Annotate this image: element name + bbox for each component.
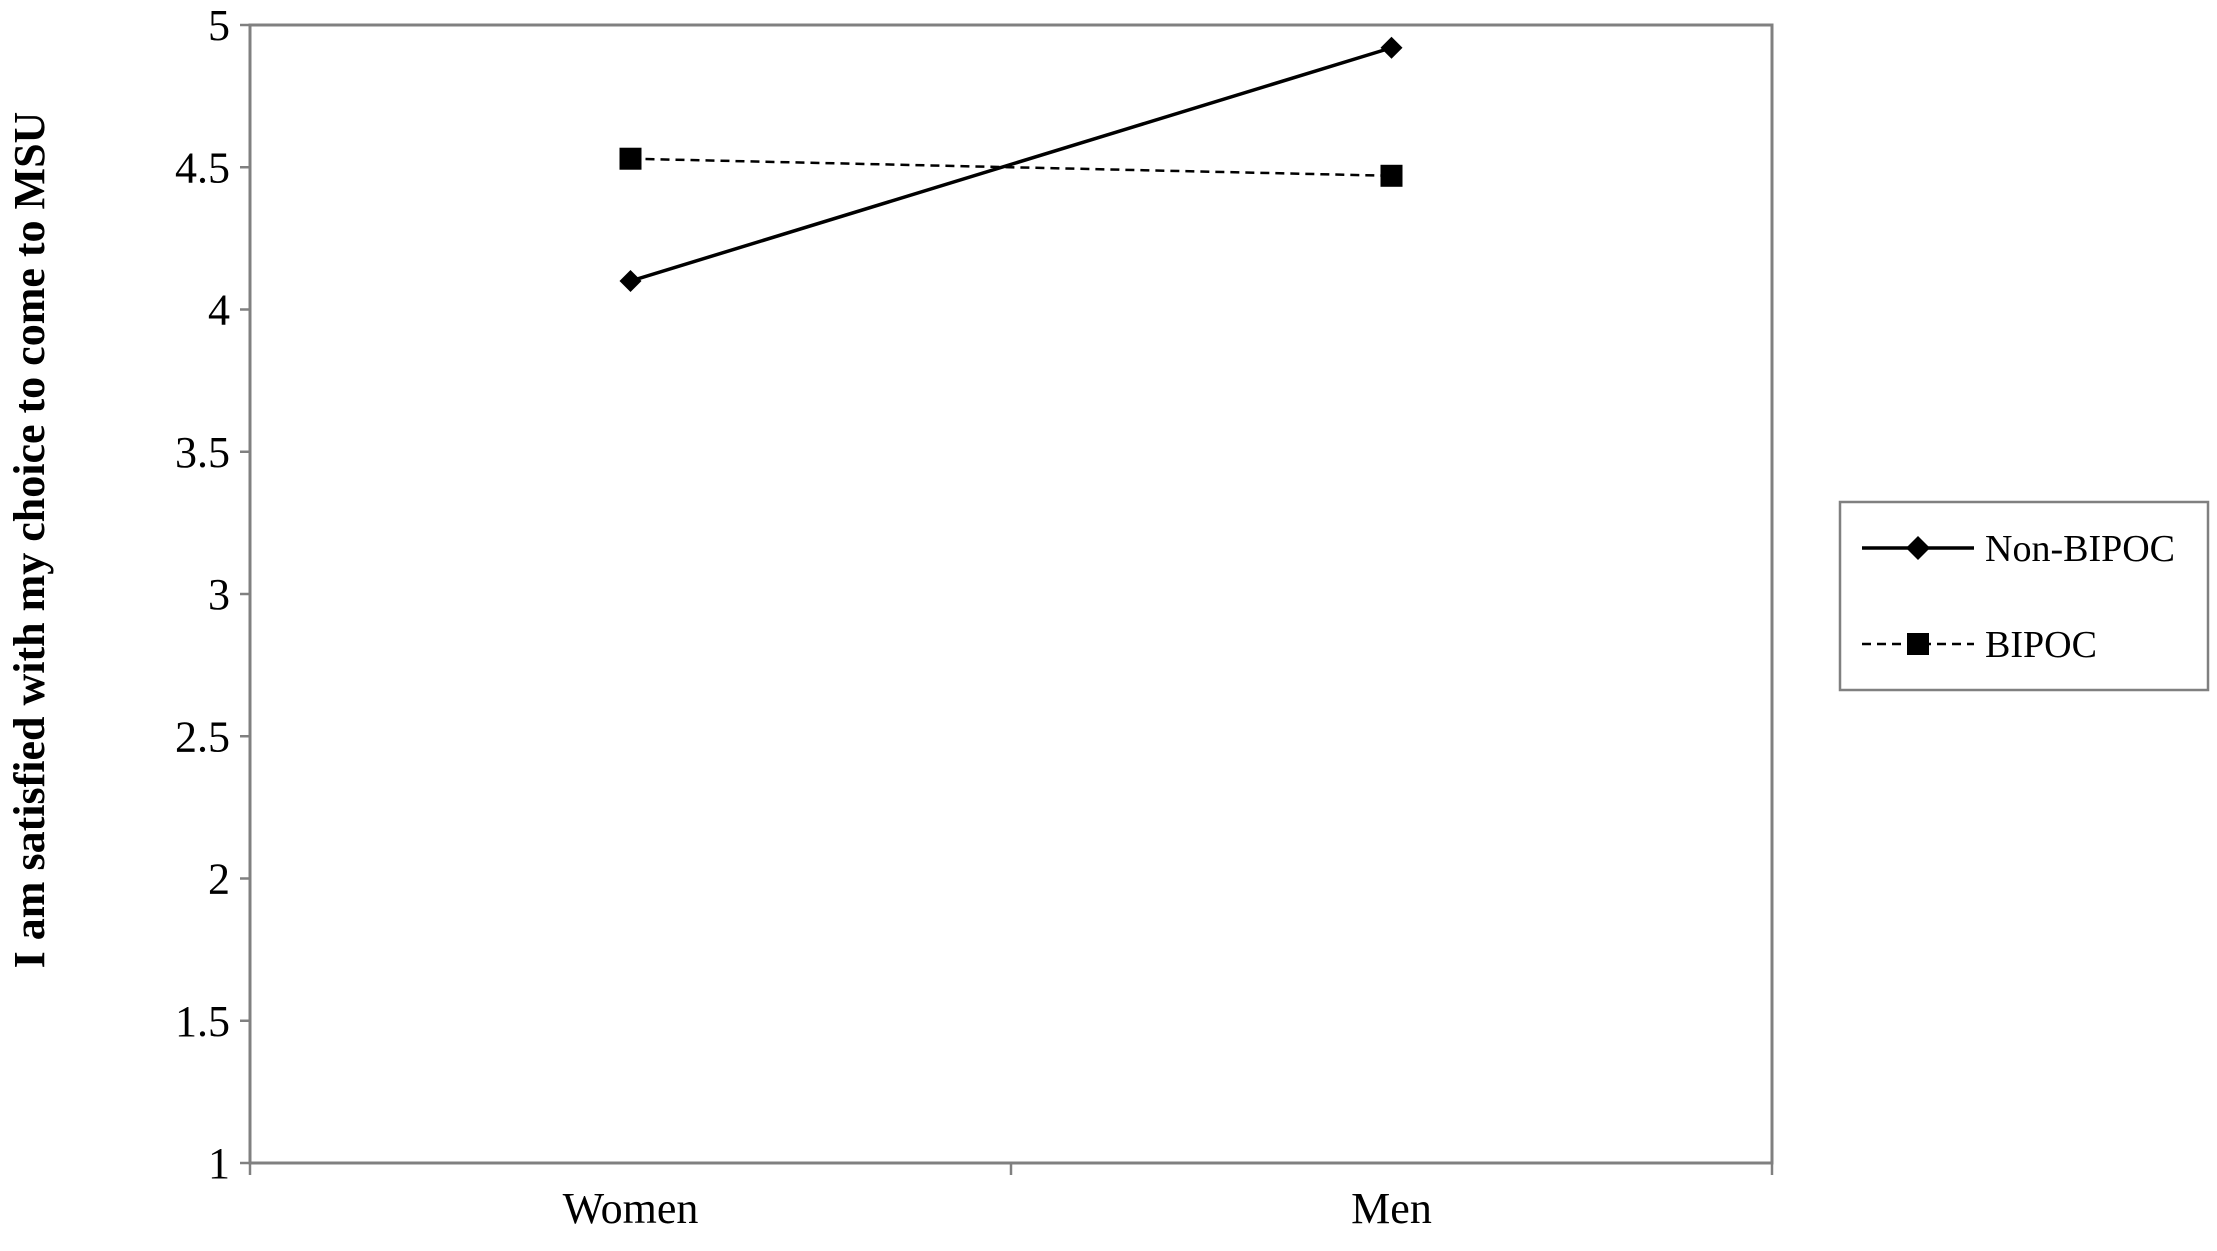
- legend-marker-bipoc: [1907, 633, 1929, 655]
- legend: Non-BIPOC BIPOC: [1838, 500, 2210, 692]
- y-axis-ticks: 1 1.5 2 2.5 3 3.5 4 4.5 5: [175, 1, 250, 1188]
- legend-marker-non-bipoc: [1906, 536, 1930, 560]
- legend-label-bipoc: BIPOC: [1985, 624, 2097, 666]
- series-line-bipoc: [630, 157, 1392, 178]
- series-layer: [619, 36, 1403, 293]
- data-point-bipoc: [619, 147, 642, 170]
- y-tick-label: 1.5: [175, 997, 230, 1046]
- y-tick-label: 4: [208, 286, 230, 335]
- data-point-non-bipoc: [619, 270, 642, 293]
- series-line-non-bipoc: [629, 46, 1393, 283]
- legend-box: [1838, 500, 2210, 692]
- y-tick-label: 2.5: [175, 712, 230, 761]
- y-tick-label: 3: [208, 570, 230, 619]
- legend-item-non-bipoc: Non-BIPOC: [1862, 528, 2175, 570]
- y-tick-label: 5: [208, 1, 230, 50]
- y-tick-label: 4.5: [175, 143, 230, 192]
- x-tick-label: Women: [563, 1184, 699, 1233]
- data-point-bipoc: [1380, 164, 1403, 187]
- legend-label-non-bipoc: Non-BIPOC: [1985, 528, 2175, 570]
- legend-item-bipoc: BIPOC: [1862, 624, 2097, 666]
- y-axis-title: I am satisfied with my choice to come to…: [5, 112, 54, 969]
- x-axis-ticks: Women Men: [248, 1163, 1774, 1233]
- x-tick-label: Men: [1351, 1184, 1432, 1233]
- data-point-non-bipoc: [1380, 36, 1403, 59]
- y-tick-label: 2: [208, 855, 230, 904]
- y-tick-label: 1: [208, 1139, 230, 1188]
- y-tick-label: 3.5: [175, 428, 230, 477]
